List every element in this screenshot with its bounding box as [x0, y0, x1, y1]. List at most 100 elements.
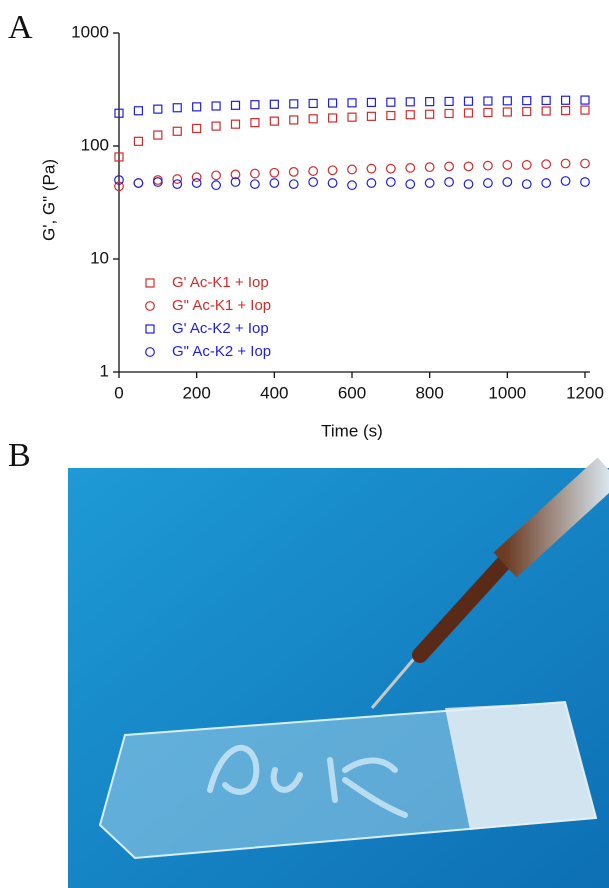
data-point	[522, 96, 532, 106]
data-point	[424, 162, 435, 173]
data-point	[366, 163, 377, 174]
data-point	[560, 105, 571, 116]
data-point	[211, 101, 221, 111]
x-tick-label: 800	[415, 383, 443, 402]
legend-marker	[145, 347, 155, 357]
data-point	[444, 161, 454, 172]
x-tick-label: 1200	[566, 383, 604, 402]
data-point	[250, 100, 260, 110]
data-point	[385, 163, 396, 174]
data-point	[152, 177, 163, 187]
data-point	[327, 165, 338, 176]
y-tick-label: 1	[100, 361, 109, 380]
data-point	[308, 166, 319, 176]
data-point	[366, 111, 377, 121]
data-point	[463, 108, 474, 118]
data-point	[172, 126, 182, 136]
data-point	[269, 99, 279, 109]
data-point	[502, 107, 512, 117]
data-point	[444, 108, 454, 119]
data-point	[386, 97, 396, 107]
data-point	[250, 118, 260, 128]
legend-marker	[145, 324, 155, 334]
data-point	[386, 110, 396, 121]
data-point	[502, 177, 513, 187]
data-point	[541, 106, 551, 116]
data-point	[327, 98, 338, 108]
data-point	[522, 106, 532, 117]
data-point	[133, 136, 144, 146]
data-point	[289, 115, 299, 125]
data-point	[521, 160, 532, 170]
data-point	[463, 179, 474, 190]
data-point	[463, 96, 474, 106]
data-point	[191, 178, 202, 188]
data-point	[541, 178, 552, 188]
data-point	[308, 114, 318, 124]
data-point	[269, 167, 280, 178]
data-point	[211, 170, 221, 181]
data-point	[114, 181, 124, 192]
data-point	[425, 109, 435, 119]
data-point	[541, 159, 552, 170]
data-point	[230, 177, 241, 187]
legend-label: G' Ac-K1 + Iop	[172, 274, 269, 291]
data-point	[483, 160, 493, 171]
data-point	[172, 103, 182, 113]
data-point	[560, 158, 571, 169]
x-tick-label: 1000	[488, 383, 526, 402]
legend-label: G" Ac-K2 + Iop	[172, 343, 271, 360]
data-point	[172, 174, 183, 184]
data-point	[211, 121, 221, 131]
data-point	[230, 119, 241, 129]
x-tick-label: 400	[260, 383, 288, 402]
x-tick-label: 600	[338, 383, 366, 402]
data-point	[114, 108, 124, 118]
data-point	[192, 102, 202, 112]
data-point	[560, 176, 571, 186]
data-point	[560, 95, 571, 105]
data-point	[483, 96, 493, 106]
data-point	[250, 179, 260, 190]
data-point	[133, 106, 144, 116]
data-point	[153, 104, 163, 114]
data-point	[133, 178, 144, 188]
data-point	[444, 177, 454, 187]
legend-marker	[145, 301, 155, 311]
data-point	[269, 178, 280, 188]
data-point	[114, 152, 124, 162]
data-point	[288, 166, 299, 177]
data-point	[152, 175, 163, 185]
data-point	[308, 98, 318, 109]
data-point	[502, 160, 513, 170]
x-axis-label: Time (s)	[321, 421, 383, 440]
data-point	[425, 97, 435, 107]
data-point	[424, 178, 435, 188]
data-point	[172, 179, 183, 190]
y-tick-label: 1000	[71, 22, 109, 41]
panel-label: B	[8, 437, 31, 474]
data-point	[191, 172, 202, 183]
data-point	[405, 97, 415, 107]
data-point	[347, 180, 357, 191]
photo	[68, 457, 609, 888]
data-point	[483, 178, 493, 188]
y-tick-label: 100	[81, 135, 109, 154]
data-point	[405, 163, 416, 173]
data-point	[580, 177, 590, 187]
data-point	[192, 123, 202, 134]
legend-label: G" Ac-K1 + Iop	[172, 297, 271, 314]
y-tick-label: 10	[90, 248, 109, 267]
data-point	[308, 177, 319, 187]
data-point	[580, 158, 590, 169]
data-point	[347, 112, 357, 122]
data-point	[405, 110, 415, 120]
data-point	[347, 98, 357, 108]
y-axis-label: G', G" (Pa)	[39, 159, 58, 241]
data-point	[288, 179, 299, 190]
data-point	[269, 116, 279, 126]
legend-label: G' Ac-K2 + Iop	[172, 320, 269, 337]
data-point	[580, 95, 590, 105]
